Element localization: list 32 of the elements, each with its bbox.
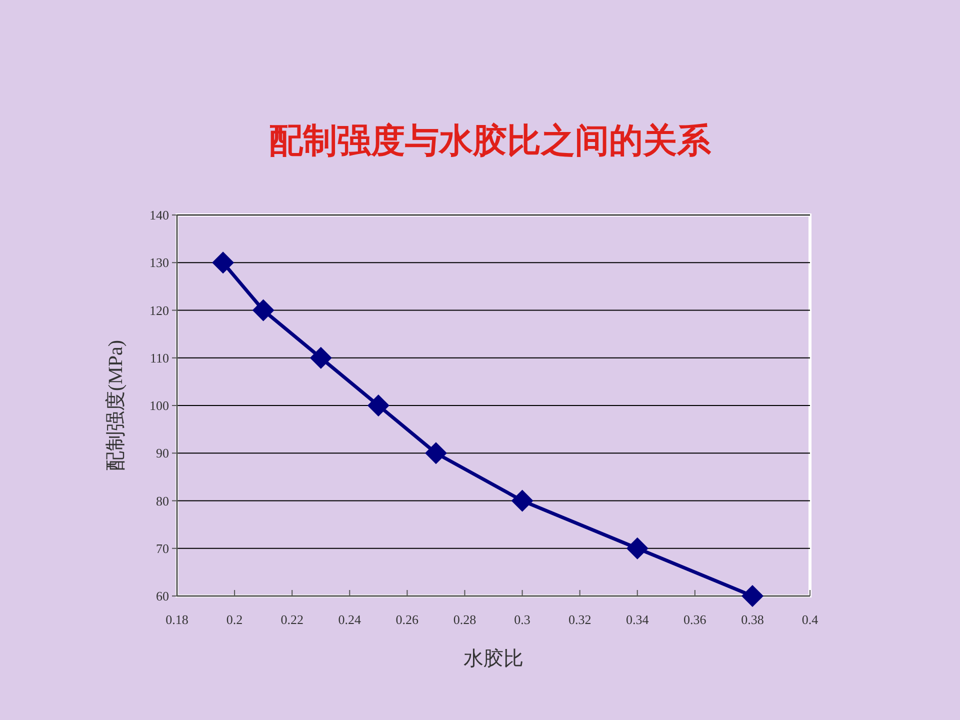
x-tick-label: 0.2 <box>226 612 243 627</box>
x-tick-label: 0.36 <box>684 612 707 627</box>
y-tick-label: 140 <box>150 208 169 223</box>
x-tick-label: 0.4 <box>802 612 819 627</box>
point <box>310 346 332 369</box>
y-axis-title: 配制强度(MPa) <box>105 340 127 472</box>
x-tick-label: 0.18 <box>166 612 188 627</box>
x-tick-label: 0.32 <box>568 612 592 627</box>
y-tick-label: 100 <box>150 398 169 414</box>
y-tick-label: 70 <box>156 540 169 556</box>
point <box>511 490 534 512</box>
point <box>367 394 390 416</box>
x-tick-label: 0.3 <box>514 612 530 627</box>
x-tick-label: 0.22 <box>280 612 304 627</box>
x-tick-label: 0.28 <box>453 612 476 627</box>
point <box>252 299 274 322</box>
x-tick-label: 0.24 <box>338 612 362 627</box>
chart-title: 配制强度与水胶比之间的关系 <box>269 121 712 161</box>
point <box>212 252 234 274</box>
y-tick-label: 80 <box>156 493 169 508</box>
y-tick-label: 130 <box>150 255 169 270</box>
point <box>424 442 447 464</box>
y-tick-label: 110 <box>150 350 169 366</box>
point <box>626 537 648 560</box>
point <box>741 585 764 607</box>
y-tick-label: 60 <box>156 588 169 604</box>
x-axis-title: 水胶比 <box>464 648 524 670</box>
y-tick-label: 120 <box>150 302 169 318</box>
x-tick-label: 0.34 <box>626 612 650 627</box>
x-tick-label: 0.26 <box>396 612 420 627</box>
y-tick-label: 90 <box>156 446 169 461</box>
x-tick-label: 0.38 <box>741 612 764 627</box>
